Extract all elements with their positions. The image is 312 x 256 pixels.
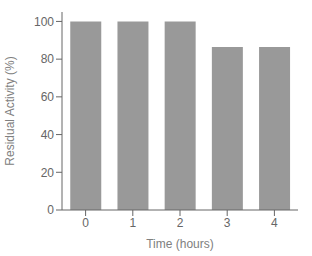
svg-text:4: 4 bbox=[271, 216, 278, 230]
svg-text:3: 3 bbox=[224, 216, 231, 230]
svg-text:Time (hours): Time (hours) bbox=[146, 237, 214, 251]
svg-text:40: 40 bbox=[41, 128, 55, 142]
svg-text:1: 1 bbox=[129, 216, 136, 230]
svg-text:60: 60 bbox=[41, 90, 55, 104]
svg-text:80: 80 bbox=[41, 52, 55, 66]
svg-text:0: 0 bbox=[82, 216, 89, 230]
svg-text:20: 20 bbox=[41, 166, 55, 180]
svg-text:100: 100 bbox=[34, 15, 54, 29]
svg-text:2: 2 bbox=[177, 216, 184, 230]
svg-text:0: 0 bbox=[47, 203, 54, 217]
svg-text:Residual Activity (%): Residual Activity (%) bbox=[3, 56, 17, 165]
